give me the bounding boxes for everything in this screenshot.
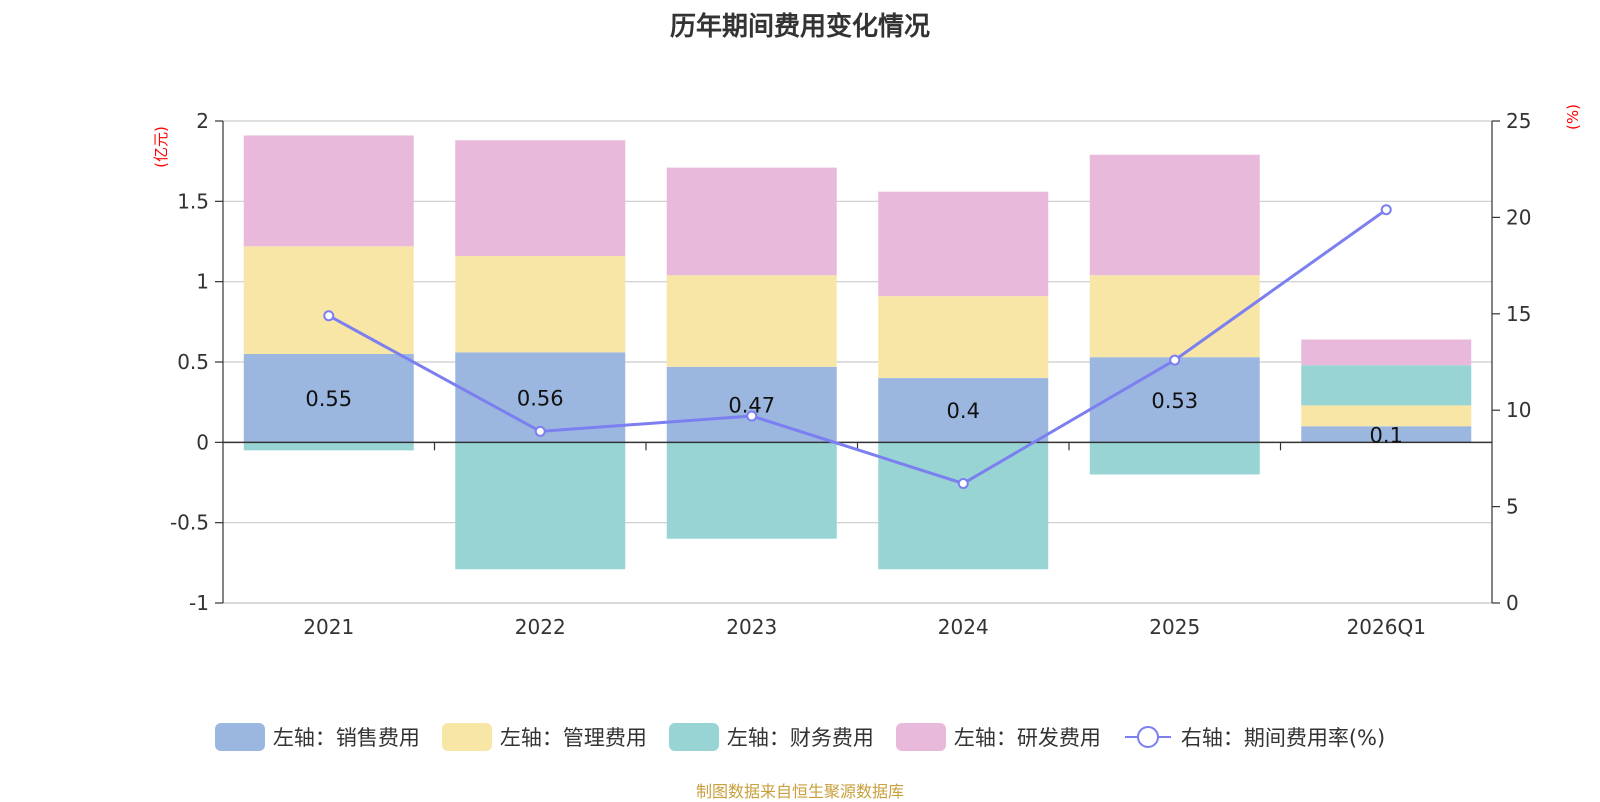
- line-point: [1169, 354, 1181, 366]
- right-tick-label: 10: [1506, 398, 1531, 422]
- data-label: 0.1: [1370, 423, 1403, 447]
- line-point: [746, 410, 758, 422]
- left-tick-label: 2: [196, 109, 209, 133]
- line-point: [1380, 204, 1392, 216]
- legend-label: 左轴：管理费用: [499, 726, 647, 750]
- left-tick-label: -1: [189, 591, 209, 615]
- line-layer: [323, 204, 1392, 489]
- legend-item[interactable]: 右轴：期间费用率(%): [1123, 722, 1385, 752]
- legend-swatch: [895, 723, 946, 751]
- bar-segment: [243, 442, 414, 451]
- chart-title: 历年期间费用变化情况: [669, 12, 930, 42]
- bar-segment: [666, 366, 837, 443]
- bar-segment: [666, 442, 837, 539]
- legend-item[interactable]: 左轴：财务费用: [668, 722, 874, 752]
- legend-label: 左轴：财务费用: [726, 726, 874, 750]
- right-tick-label: 15: [1506, 302, 1531, 326]
- right-tick-label: 5: [1506, 495, 1519, 519]
- line-point: [957, 477, 969, 489]
- bar-segment: [1301, 405, 1472, 427]
- legend-item[interactable]: 左轴：管理费用: [441, 722, 647, 752]
- legend-item[interactable]: 左轴：销售费用: [214, 722, 420, 752]
- bar-segment: [878, 442, 1049, 570]
- bar-segment: [878, 191, 1049, 297]
- data-label: 0.55: [305, 387, 352, 411]
- right-axis-unit: (%): [1564, 104, 1582, 130]
- category-label: 2024: [938, 615, 989, 639]
- legend-label: 左轴：销售费用: [272, 726, 420, 750]
- label-layer: 0.55 0.56 0.47 0.4 0.530.1: [305, 386, 1403, 447]
- bar-segment: [1301, 365, 1472, 406]
- bar-segment: [878, 296, 1049, 379]
- left-tick-label: 0: [196, 430, 209, 454]
- legend-item[interactable]: 左轴：研发费用: [895, 722, 1101, 752]
- bar-segment: [1089, 275, 1260, 358]
- line-point: [323, 310, 335, 322]
- bar-segment: [1301, 426, 1472, 443]
- right-tick-label: 0: [1506, 591, 1519, 615]
- category-label: 2026Q1: [1347, 615, 1426, 639]
- bar-segment: [878, 378, 1049, 443]
- bar-segment: [666, 275, 837, 367]
- bar-segment: [1089, 442, 1260, 475]
- bar-segment: [455, 140, 626, 256]
- grid-layer: [223, 120, 1492, 604]
- legend: 左轴：销售费用 左轴：管理费用 左轴：财务费用 左轴：研发费用 右轴：期间费用率(%): [0, 722, 1600, 752]
- legend-label: 右轴：期间费用率(%): [1180, 726, 1386, 750]
- data-label: 0.56: [517, 386, 564, 410]
- legend-label: 左轴：研发费用: [953, 726, 1101, 750]
- right-tick-label: 20: [1506, 205, 1531, 229]
- right-tick-label: 25: [1506, 109, 1531, 133]
- source-note: 制图数据来自恒生聚源数据库: [695, 782, 904, 801]
- series-line: [328, 208, 1388, 486]
- bar-segment: [1089, 357, 1260, 443]
- legend-swatch: [441, 723, 492, 751]
- bar-segment: [243, 353, 414, 443]
- category-label: 2021: [303, 615, 354, 639]
- data-label: 0.53: [1151, 389, 1198, 413]
- bar-layer: [243, 135, 1472, 570]
- left-tick-label: 1: [196, 270, 209, 294]
- bar-segment: [243, 135, 414, 247]
- left-tick-label: 0.5: [177, 350, 209, 374]
- bar-segment: [455, 442, 626, 570]
- left-tick-label: -0.5: [170, 511, 209, 535]
- bar-segment: [666, 167, 837, 276]
- category-label: 2025: [1149, 615, 1200, 639]
- line-point: [534, 425, 546, 437]
- left-tick-label: 1.5: [177, 189, 209, 213]
- category-label: 2022: [515, 615, 566, 639]
- bar-segment: [1089, 154, 1260, 276]
- legend-swatch: [214, 723, 265, 751]
- data-label: 0.4: [947, 399, 980, 423]
- legend-line-icon: [1124, 726, 1171, 748]
- left-axis-unit: (亿元): [152, 126, 170, 168]
- bar-segment: [243, 246, 414, 354]
- legend-swatch: [668, 723, 719, 751]
- bar-segment: [1301, 339, 1472, 366]
- category-label: 2023: [726, 615, 777, 639]
- bar-segment: [455, 255, 626, 353]
